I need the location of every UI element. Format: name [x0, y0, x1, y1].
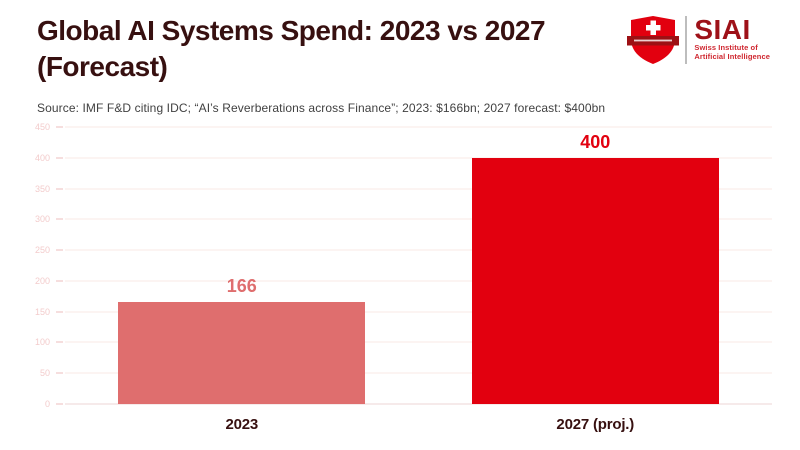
y-tick-label: 450 [34, 122, 50, 132]
gridline [65, 341, 772, 343]
gridline [65, 280, 772, 282]
gridline [65, 126, 772, 128]
source-note: Source: IMF F&D citing IDC; “AI’s Reverb… [37, 101, 606, 115]
y-tick-mark [56, 188, 63, 190]
y-tick-label: 350 [34, 183, 50, 194]
y-tick-label: 50 [39, 368, 50, 379]
siai-logo: SIAI Swiss Institute of Artificial Intel… [627, 15, 770, 65]
y-tick-mark [56, 249, 63, 251]
bar [471, 157, 719, 404]
x-axis-label: 2027 (proj.) [556, 416, 635, 433]
y-tick-mark [56, 157, 63, 159]
page-title: Global AI Systems Spend: 2023 vs 2027 (F… [37, 15, 546, 82]
gridline [65, 188, 772, 190]
y-tick-mark [56, 126, 63, 128]
y-tick-mark [56, 341, 63, 343]
bar-value-label: 400 [580, 131, 611, 152]
x-axis-label: 2023 [225, 416, 259, 433]
logo-divider [685, 16, 688, 64]
bar-value-label: 166 [226, 275, 257, 296]
y-tick-mark [56, 218, 63, 220]
y-tick-label: 0 [44, 399, 50, 409]
logo-acronym: SIAI [694, 14, 751, 45]
gridline [65, 372, 772, 374]
x-axis-line [65, 403, 772, 405]
y-tick-mark [56, 280, 63, 282]
y-tick-mark [56, 311, 63, 313]
siai-shield-icon [627, 16, 680, 64]
y-tick-label: 400 [34, 152, 50, 163]
y-tick-mark [56, 372, 63, 374]
y-tick-label: 300 [34, 214, 50, 225]
gridline [65, 218, 772, 220]
plot-area: 0 50 100 150 200 250 300 350 400 450 166 2023 400 202… [35, 122, 772, 433]
y-tick-label: 250 [34, 245, 50, 256]
gridline [65, 249, 772, 251]
logo-subtitle-line1: Swiss Institute of [694, 43, 758, 52]
logo-wordmark: SIAI Swiss Institute of Artificial Intel… [694, 15, 770, 61]
bar [118, 301, 366, 404]
y-tick-mark [56, 403, 63, 405]
gridline [65, 311, 772, 313]
y-tick-label: 150 [34, 306, 50, 317]
y-tick-label: 200 [34, 275, 50, 286]
y-tick-label: 100 [34, 337, 50, 348]
logo-subtitle-line2: Artificial Intelligence [694, 51, 770, 61]
gridline [65, 157, 772, 159]
